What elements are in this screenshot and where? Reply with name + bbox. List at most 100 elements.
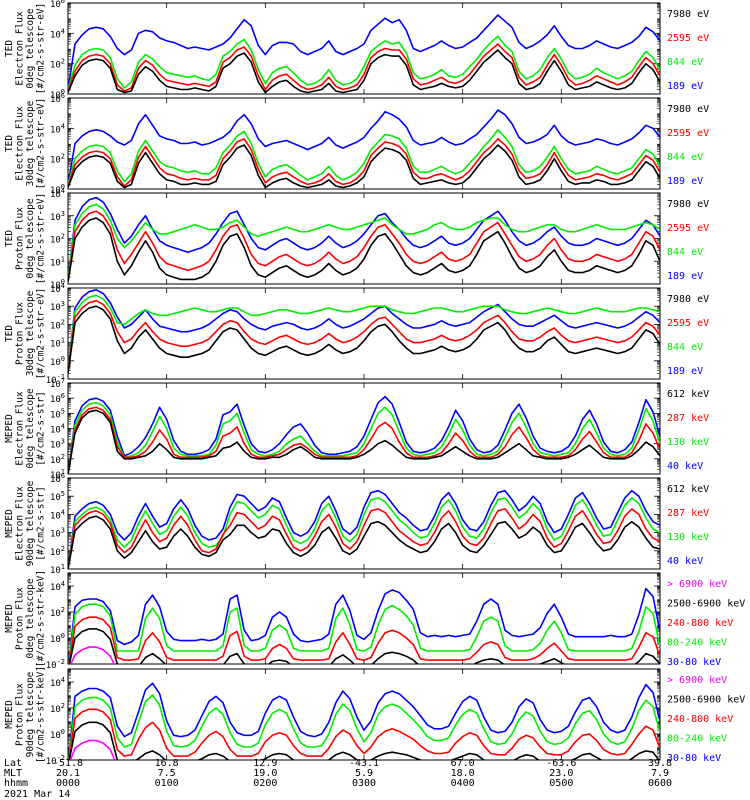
y-label-line: [#/cm2-s-str-keV]	[36, 666, 47, 763]
y-tick-label: 106	[50, 0, 65, 10]
y-label-line: 90deg telescope	[25, 480, 36, 566]
tick-base: 10	[50, 186, 61, 196]
hhmm-tick-label: 0600	[648, 778, 672, 789]
tick-exponent: 5	[61, 490, 65, 498]
tick-base: 10	[50, 0, 61, 10]
y-tick-label: 106	[50, 392, 65, 405]
hhmm-tick-label: 0000	[56, 778, 80, 789]
y-tick-label: 103	[50, 438, 65, 451]
series-line-7980-ev	[68, 217, 660, 282]
y-tick-label: 102	[50, 58, 65, 71]
y-tick-label: 106	[50, 92, 65, 105]
plot-frame	[67, 192, 661, 285]
tick-base: 10	[50, 236, 61, 246]
lat-tick-label: 12.9	[253, 758, 277, 769]
mlt-tick-label: 5.9	[355, 768, 373, 779]
series-line-844-ev	[68, 129, 660, 185]
y-label-line: MEPED	[4, 414, 15, 443]
tick-base: 10	[50, 566, 61, 576]
mlt-tick-label: 7.9	[651, 768, 669, 779]
series-line-189-ev	[68, 289, 660, 370]
tick-base: 10	[50, 380, 61, 390]
y-label-line: TED	[4, 135, 15, 152]
y-tick-label: 100	[50, 88, 65, 101]
mlt-tick-label: 19.0	[253, 768, 277, 779]
y-label-line: [#/cm2-s-str-eV]	[36, 193, 47, 285]
tick-base: 10	[50, 471, 61, 481]
tick-exponent: 3	[61, 527, 65, 535]
tick-exponent: -2	[57, 754, 65, 762]
hhmm-tick-label: 0100	[155, 778, 179, 789]
y-label-line: MEPED	[4, 509, 15, 538]
tick-exponent: 3	[61, 300, 65, 308]
legend-entry: 240-800 keV	[667, 714, 733, 725]
y-label-line: [#/cm2-s-str-eV]	[36, 98, 47, 190]
series-group	[68, 109, 660, 189]
legend-entry: 2595 eV	[667, 33, 709, 44]
legend-entry: 287 keV	[667, 508, 709, 519]
y-label-line: 0deg telescope	[25, 388, 36, 468]
legend: 612 keV 287 keV 130 keV 40 keV	[667, 389, 709, 472]
series-line-30-80-kev	[68, 587, 660, 664]
tick-base: 10	[50, 213, 61, 223]
tick-base: 10	[50, 30, 61, 40]
y-tick-label: 102	[50, 702, 65, 715]
tick-base: 10	[50, 511, 61, 521]
series-line-612-kev	[68, 515, 660, 569]
y-tick-label: 105	[50, 407, 65, 420]
tick-exponent: 2	[61, 318, 65, 326]
tick-base: 10	[50, 61, 61, 71]
series-group	[68, 489, 660, 569]
tick-exponent: 2	[61, 545, 65, 553]
y-axis-label: MEPED Proton Flux 90deg telescope [#/cm2-s-…	[4, 666, 47, 763]
y-label-line: Electron Flux	[15, 391, 26, 466]
y-label-line: [#/cm2-s-str]	[36, 391, 47, 465]
tick-exponent: 4	[61, 676, 65, 684]
tick-base: 10	[46, 661, 57, 671]
y-tick-label: 101	[50, 563, 65, 576]
series-group	[68, 196, 660, 282]
tick-base: 10	[50, 731, 61, 741]
legend-entry: > 6900 keV	[667, 675, 727, 686]
series-line-189-ev	[68, 14, 660, 90]
y-tick-label: 100	[50, 183, 65, 196]
y-tick-label: 102	[50, 453, 65, 466]
legend-entry: 80-240 keV	[667, 734, 727, 745]
tick-exponent: 7	[61, 377, 65, 385]
tick-base: 10	[50, 91, 61, 101]
tick-exponent: 4	[61, 282, 65, 290]
tick-exponent: -1	[57, 373, 65, 381]
tick-base: 10	[50, 583, 61, 593]
y-tick-label: 103	[50, 210, 65, 223]
tick-base: 10	[50, 426, 61, 436]
tick-base: 10	[50, 456, 61, 466]
y-tick-label: 100	[50, 355, 65, 368]
legend-entry: 130 keV	[667, 437, 709, 448]
series-line-844-ev	[68, 294, 660, 370]
y-tick-label: 102	[50, 606, 65, 619]
series-line-240-800-kev	[68, 616, 660, 664]
legend: 7980 eV 2595 eV 844 eV 189 eV	[667, 199, 709, 282]
y-label-line: 90deg telescope	[25, 671, 36, 757]
plot-frame	[67, 382, 661, 475]
tick-exponent: 0	[61, 728, 65, 736]
legend-entry: 844 eV	[667, 342, 703, 353]
y-tick-label: 100	[50, 278, 65, 291]
y-label-line: TED	[4, 40, 15, 57]
y-tick-label: 10-1	[46, 373, 65, 386]
tick-base: 10	[50, 548, 61, 558]
tick-exponent: 6	[61, 92, 65, 100]
y-tick-label: 102	[50, 233, 65, 246]
legend-entry: 844 eV	[667, 57, 703, 68]
series-line-612-kev	[68, 409, 660, 474]
y-label-line: Electron Flux	[15, 486, 26, 561]
series-line-189-ev	[68, 109, 660, 185]
